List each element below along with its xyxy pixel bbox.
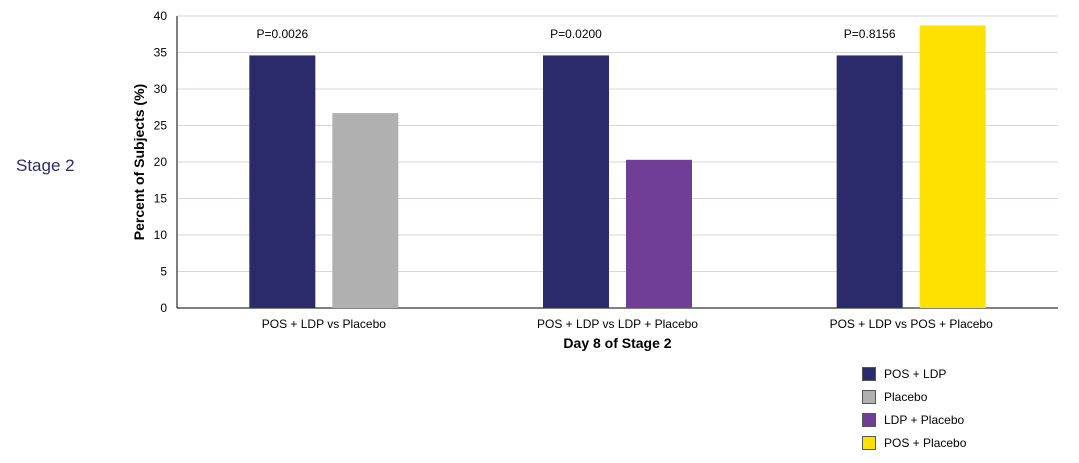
legend-label: POS + LDP bbox=[884, 366, 947, 381]
y-tick-label: 40 bbox=[154, 9, 168, 23]
stage-label: Stage 2 bbox=[16, 156, 75, 175]
legend-item: LDP + Placebo bbox=[862, 408, 966, 431]
y-tick-label: 20 bbox=[154, 155, 168, 169]
y-tick-label: 0 bbox=[160, 301, 167, 315]
y-tick-label: 35 bbox=[154, 46, 168, 60]
bar-pos-ldp bbox=[836, 55, 903, 308]
legend-swatch bbox=[862, 412, 876, 427]
x-axis-title: Day 8 of Stage 2 bbox=[563, 335, 671, 351]
legend-label: LDP + Placebo bbox=[884, 412, 965, 427]
bar-placebo bbox=[332, 113, 399, 308]
y-tick-label: 15 bbox=[154, 192, 168, 206]
x-tick-label: POS + LDP vs POS + Placebo bbox=[830, 317, 994, 331]
y-axis-title: Percent of Subjects (%) bbox=[131, 84, 147, 240]
bar-chart: 0 5 10 15 20 25 30 35 40 P=0.0026 POS + LDP vs Pla… bbox=[131, 9, 1058, 351]
bar-pos-ldp bbox=[543, 55, 609, 308]
legend-swatch bbox=[862, 435, 876, 450]
legend-label: Placebo bbox=[884, 389, 928, 404]
legend-item: POS + LDP bbox=[862, 362, 966, 385]
y-tick-label: 30 bbox=[154, 82, 168, 96]
y-tick-label: 10 bbox=[154, 228, 168, 242]
p-value-label: P=0.0200 bbox=[550, 27, 602, 41]
y-tick-label: 25 bbox=[154, 119, 168, 133]
x-tick-label: POS + LDP vs LDP + Placebo bbox=[537, 317, 698, 331]
p-value-label: P=0.8156 bbox=[844, 27, 896, 41]
y-tick-label: 5 bbox=[160, 265, 167, 279]
bar-pos-ldp bbox=[249, 55, 316, 308]
legend-swatch bbox=[862, 389, 876, 404]
bar-ldp-placebo bbox=[626, 159, 692, 308]
legend-item: POS + Placebo bbox=[862, 431, 966, 454]
legend-swatch bbox=[862, 366, 876, 381]
legend-label: POS + Placebo bbox=[884, 435, 967, 450]
bar-pos-placebo bbox=[919, 25, 986, 309]
p-value-label: P=0.0026 bbox=[256, 27, 308, 41]
x-tick-label: POS + LDP vs Placebo bbox=[262, 317, 387, 331]
legend-item: Placebo bbox=[862, 385, 966, 408]
chart-legend: POS + LDP Placebo LDP + Placebo POS + Place… bbox=[862, 362, 966, 454]
